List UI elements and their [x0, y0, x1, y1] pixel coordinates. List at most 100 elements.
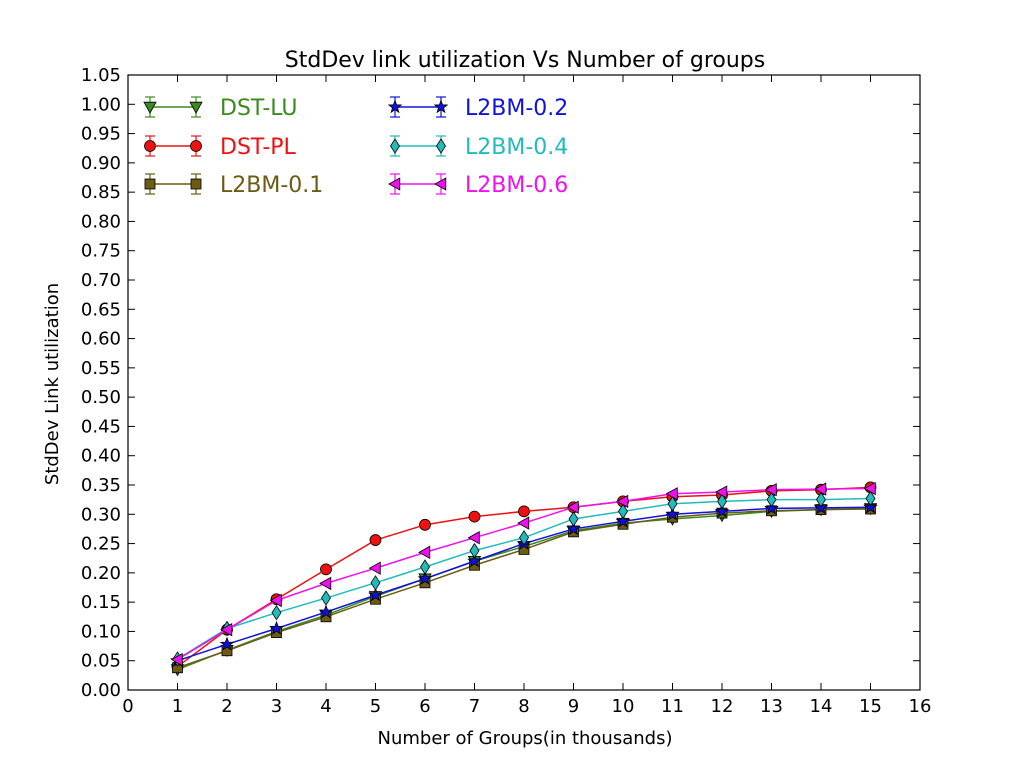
data-point: [816, 491, 826, 508]
data-point: [370, 575, 381, 591]
data-point: [517, 516, 530, 530]
data-point: [318, 604, 334, 619]
y-tick-label: 0.90: [81, 153, 121, 174]
y-axis-label: StdDev Link utilization: [42, 283, 63, 485]
legend-item: L2BM-0.4: [390, 135, 568, 160]
x-tick-label: 16: [909, 696, 932, 717]
y-tick-label: 0.45: [81, 416, 121, 437]
data-point: [418, 545, 431, 560]
data-point: [865, 490, 876, 507]
y-tick-label: 0.65: [81, 299, 121, 320]
data-point: [419, 518, 431, 531]
x-tick-label: 12: [711, 696, 734, 717]
legend-marker: [144, 178, 156, 190]
data-point: [368, 561, 381, 575]
data-point: [519, 529, 529, 546]
x-tick-label: 4: [320, 696, 331, 717]
y-tick-label: 0.85: [81, 182, 121, 203]
data-point: [219, 636, 235, 651]
y-tick-label: 0.35: [81, 475, 121, 496]
y-tick-label: 0.20: [81, 563, 121, 584]
data-point: [271, 604, 282, 621]
y-tick-label: 0.00: [81, 680, 121, 701]
y-tick-label: 0.80: [81, 211, 121, 232]
data-point: [269, 620, 284, 635]
series-L2BM-0.4: [172, 490, 876, 667]
data-point: [321, 590, 331, 606]
data-point: [766, 491, 777, 508]
data-point: [714, 503, 730, 518]
y-tick-label: 0.05: [81, 651, 121, 672]
legend-marker: [390, 138, 400, 154]
legend-marker: [143, 101, 157, 114]
data-point: [320, 563, 332, 576]
series-L2BM-0.1: [172, 503, 876, 674]
x-tick-label: 1: [172, 696, 183, 717]
legend-marker: [387, 99, 403, 114]
data-point: [468, 510, 481, 523]
legend-label: DST-LU: [220, 96, 298, 121]
legend-marker: [436, 138, 446, 154]
data-point: [665, 506, 680, 521]
legend-marker: [190, 140, 202, 152]
legend-item: DST-PL: [144, 135, 297, 160]
y-tick-label: 1.05: [81, 65, 121, 86]
data-point: [764, 483, 777, 497]
data-point: [467, 531, 480, 545]
data-point: [715, 485, 728, 499]
data-point: [420, 559, 430, 575]
data-point: [467, 553, 482, 568]
x-tick-label: 13: [760, 696, 783, 717]
data-point: [220, 622, 233, 637]
x-tick-label: 2: [221, 696, 232, 717]
x-tick-label: 6: [419, 696, 430, 717]
legend-marker: [433, 99, 449, 114]
x-tick-label: 10: [612, 696, 635, 717]
data-point: [368, 587, 383, 602]
legend-item: L2BM-0.6: [388, 173, 568, 198]
data-point: [616, 494, 629, 509]
data-point: [566, 521, 581, 536]
y-tick-label: 0.40: [81, 446, 121, 467]
data-point: [469, 542, 480, 559]
data-point: [615, 513, 631, 528]
legend-label: L2BM-0.1: [220, 173, 323, 198]
y-tick-label: 0.15: [81, 592, 121, 613]
series-L2BM-0.6: [170, 481, 876, 667]
data-point: [566, 500, 579, 514]
data-point: [863, 499, 878, 514]
y-tick-label: 0.30: [81, 504, 121, 525]
legend-marker: [144, 140, 156, 152]
x-tick-label: 15: [859, 696, 882, 717]
data-point: [568, 511, 579, 527]
plot-area: 0 1 2 3 4 5 6 7 8 9 10 11 12 13 14 15 160.000.050.100.15…: [81, 65, 932, 717]
data-point: [665, 487, 678, 501]
legend: DST-LU DST-PL L2BM-0.1 L2BM-0.2 L2BM-0.4 L2BM…: [143, 96, 568, 198]
y-tick-label: 1.00: [81, 94, 121, 115]
data-point: [518, 505, 530, 518]
x-axis-label: Number of Groups(in thousands): [378, 728, 673, 749]
y-tick-label: 0.75: [81, 241, 121, 262]
x-tick-label: 11: [661, 696, 684, 717]
x-tick-label: 7: [469, 696, 480, 717]
y-tick-label: 0.70: [81, 270, 121, 291]
data-point: [814, 482, 827, 496]
legend-label: L2BM-0.2: [465, 96, 568, 121]
legend-label: L2BM-0.6: [465, 173, 568, 198]
x-tick-label: 9: [568, 696, 579, 717]
y-tick-label: 0.10: [81, 621, 121, 642]
data-point: [717, 493, 727, 510]
x-tick-label: 5: [370, 696, 381, 717]
legend-label: DST-PL: [220, 135, 297, 160]
data-point: [863, 481, 876, 496]
x-tick-label: 0: [122, 696, 133, 717]
legend-item: DST-LU: [143, 96, 298, 121]
y-tick-label: 0.60: [81, 329, 121, 350]
y-tick-label: 0.50: [81, 387, 121, 408]
series-DST-LU: [170, 503, 878, 677]
y-tick-label: 0.55: [81, 358, 121, 379]
data-point: [319, 576, 332, 591]
data-point: [618, 503, 628, 520]
data-point: [417, 571, 433, 585]
legend-marker: [434, 177, 447, 191]
